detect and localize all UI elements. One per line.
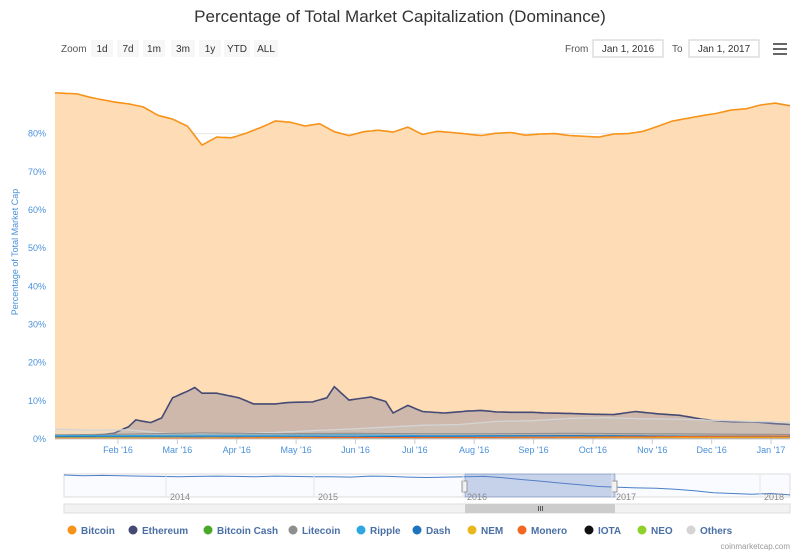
y-tick-label: 40% bbox=[28, 281, 46, 291]
legend-item-litecoin[interactable]: Litecoin bbox=[289, 526, 341, 538]
y-axis: 0% 10% 20% 30% 40% 50% 60% 70% 80% bbox=[28, 129, 46, 444]
zoom-button-ytd[interactable]: YTD bbox=[224, 40, 250, 57]
legend-label: NEM bbox=[481, 526, 503, 537]
legend-marker bbox=[585, 526, 594, 535]
legend-item-nem[interactable]: NEM bbox=[468, 526, 504, 538]
zoom-button-label: 7d bbox=[122, 44, 133, 55]
zoom-button-3m[interactable]: 3m bbox=[171, 40, 195, 57]
zoom-button-1d[interactable]: 1d bbox=[91, 40, 113, 57]
legend-label: Bitcoin bbox=[81, 526, 115, 537]
legend-label: Ethereum bbox=[142, 526, 188, 537]
plot-area bbox=[55, 93, 790, 439]
x-tick-label: Dec '16 bbox=[697, 445, 727, 455]
y-tick-label: 0% bbox=[33, 434, 46, 444]
navigator-handle-right[interactable] bbox=[612, 481, 617, 492]
navigator-year-label: 2016 bbox=[467, 492, 487, 502]
to-date-value: Jan 1, 2017 bbox=[698, 44, 751, 55]
from-date-value: Jan 1, 2016 bbox=[602, 44, 655, 55]
zoom-button-label: ALL bbox=[257, 44, 275, 55]
legend-marker bbox=[129, 526, 138, 535]
y-tick-label: 60% bbox=[28, 205, 46, 215]
x-tick-label: Nov '16 bbox=[637, 445, 667, 455]
legend-marker bbox=[204, 526, 213, 535]
scroll-grip bbox=[542, 506, 543, 511]
y-tick-label: 30% bbox=[28, 319, 46, 329]
zoom-label: Zoom bbox=[61, 44, 87, 55]
legend-item-iota[interactable]: IOTA bbox=[585, 526, 622, 538]
x-axis: Feb '16 Mar '16 Apr '16 May '16 Jun '16 Jul '… bbox=[103, 439, 785, 455]
scroll-grip bbox=[540, 506, 541, 511]
legend-item-bitcoin[interactable]: Bitcoin bbox=[68, 526, 115, 538]
legend-label: NEO bbox=[651, 526, 673, 537]
x-tick-label: Feb '16 bbox=[103, 445, 133, 455]
legend-marker bbox=[638, 526, 647, 535]
legend: Bitcoin Ethereum Bitcoin Cash Litecoin Rippl… bbox=[68, 526, 733, 538]
legend-item-others[interactable]: Others bbox=[687, 526, 733, 538]
credit-text: coinmarketcap.com bbox=[721, 542, 791, 551]
legend-label: IOTA bbox=[598, 526, 621, 537]
bitcoin-area bbox=[55, 93, 790, 439]
legend-marker bbox=[413, 526, 422, 535]
x-tick-label: Jan '17 bbox=[757, 445, 786, 455]
zoom-button-1m[interactable]: 1m bbox=[143, 40, 165, 57]
x-tick-label: Oct '16 bbox=[579, 445, 607, 455]
legend-label: Others bbox=[700, 526, 733, 537]
y-tick-label: 50% bbox=[28, 243, 46, 253]
navigator-year-label: 2015 bbox=[318, 492, 338, 502]
y-tick-label: 80% bbox=[28, 129, 46, 139]
x-tick-label: May '16 bbox=[280, 445, 311, 455]
zoom-button-all[interactable]: ALL bbox=[254, 40, 278, 57]
legend-item-dash[interactable]: Dash bbox=[413, 526, 451, 538]
y-tick-label: 10% bbox=[28, 396, 46, 406]
legend-marker bbox=[68, 526, 77, 535]
menu-icon[interactable] bbox=[773, 43, 787, 55]
legend-item-ethereum[interactable]: Ethereum bbox=[129, 526, 189, 538]
legend-item-neo[interactable]: NEO bbox=[638, 526, 673, 538]
zoom-button-label: YTD bbox=[227, 44, 247, 55]
zoom-buttons: 1d 7d 1m 3m 1y YTD ALL bbox=[91, 40, 278, 57]
x-tick-label: Aug '16 bbox=[459, 445, 489, 455]
navigator-year-label: 2014 bbox=[170, 492, 190, 502]
from-label: From bbox=[565, 44, 588, 55]
x-tick-label: Mar '16 bbox=[162, 445, 192, 455]
legend-label: Dash bbox=[426, 526, 450, 537]
legend-item-monero[interactable]: Monero bbox=[518, 526, 568, 538]
legend-label: Monero bbox=[531, 526, 567, 537]
scroll-grip bbox=[538, 506, 539, 511]
chart-title: Percentage of Total Market Capitalizatio… bbox=[194, 7, 606, 26]
y-axis-label: Percentage of Total Market Cap bbox=[10, 189, 20, 315]
legend-marker bbox=[289, 526, 298, 535]
legend-marker bbox=[687, 526, 696, 535]
zoom-button-7d[interactable]: 7d bbox=[117, 40, 139, 57]
x-tick-label: Jul '16 bbox=[402, 445, 428, 455]
x-tick-label: Sep '16 bbox=[518, 445, 548, 455]
zoom-button-label: 1m bbox=[147, 44, 161, 55]
legend-marker bbox=[468, 526, 477, 535]
legend-item-ripple[interactable]: Ripple bbox=[357, 526, 401, 538]
y-tick-label: 20% bbox=[28, 358, 46, 368]
legend-label: Ripple bbox=[370, 526, 401, 537]
zoom-button-label: 1y bbox=[205, 44, 216, 55]
x-tick-label: Jun '16 bbox=[341, 445, 370, 455]
navigator[interactable]: 2014 2015 2016 2017 2018 bbox=[64, 474, 790, 513]
x-tick-label: Apr '16 bbox=[223, 445, 251, 455]
legend-marker bbox=[518, 526, 527, 535]
zoom-button-1y[interactable]: 1y bbox=[199, 40, 221, 57]
y-tick-label: 70% bbox=[28, 167, 46, 177]
zoom-button-label: 1d bbox=[96, 44, 107, 55]
legend-item-bitcoin-cash[interactable]: Bitcoin Cash bbox=[204, 526, 279, 538]
zoom-button-label: 3m bbox=[176, 44, 190, 55]
legend-marker bbox=[357, 526, 366, 535]
navigator-selection[interactable] bbox=[465, 474, 615, 497]
legend-label: Bitcoin Cash bbox=[217, 526, 278, 537]
to-label: To bbox=[672, 44, 683, 55]
navigator-year-label: 2018 bbox=[764, 492, 784, 502]
navigator-year-label: 2017 bbox=[616, 492, 636, 502]
navigator-scrollbar[interactable] bbox=[64, 504, 790, 513]
legend-label: Litecoin bbox=[302, 526, 340, 537]
